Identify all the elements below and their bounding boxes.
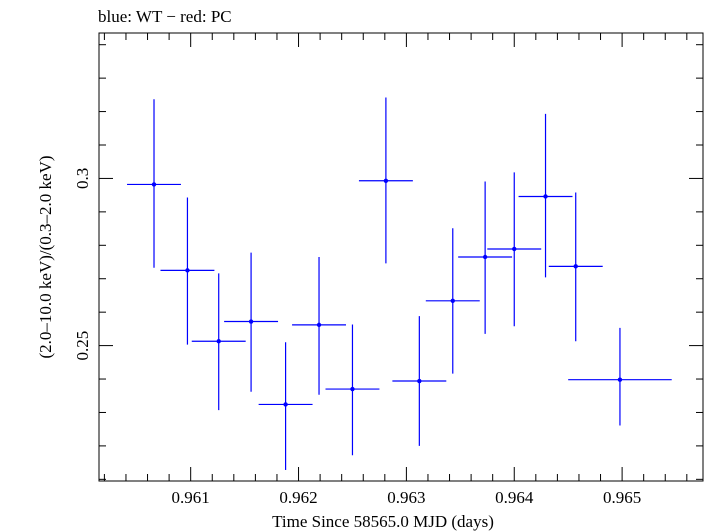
data-marker [283, 402, 288, 407]
data-marker [573, 264, 578, 269]
x-tick-label: 0.965 [603, 488, 641, 507]
data-point [487, 172, 542, 327]
data-point [191, 273, 246, 411]
data-point [518, 113, 573, 278]
data-point [160, 197, 215, 345]
data-marker [151, 182, 157, 187]
x-tick-label: 0.962 [279, 488, 317, 507]
axis-ticks [99, 33, 703, 481]
data-marker [417, 378, 422, 384]
data-marker [185, 268, 190, 273]
data-marker [216, 339, 221, 344]
data-point [458, 181, 513, 334]
chart-title: blue: WT − red: PC [98, 7, 232, 26]
y-tick-label: 0.25 [73, 331, 92, 361]
x-tick-label: 0.961 [172, 488, 210, 507]
data-marker [248, 319, 254, 324]
data-marker [316, 322, 322, 328]
data-point [258, 342, 313, 470]
data-marker [350, 386, 355, 392]
data-point [224, 252, 279, 392]
data-point [127, 99, 181, 268]
data-series [127, 97, 672, 470]
data-marker [543, 194, 548, 199]
data-point [425, 228, 480, 374]
x-tick-label: 0.963 [387, 488, 425, 507]
data-point [325, 324, 380, 456]
data-point [358, 97, 413, 264]
plot-frame [98, 32, 704, 482]
axis-tick-labels: 0.961 0.962 0.963 0.964 0.965 0.25 0.3 [73, 168, 641, 507]
data-marker [450, 298, 455, 303]
y-tick-label: 0.3 [73, 168, 92, 189]
data-marker [512, 246, 517, 252]
data-point [568, 327, 672, 426]
data-marker [383, 178, 389, 183]
x-axis-label: Time Since 58565.0 MJD (days) [272, 512, 494, 531]
y-axis-label: (2.0–10.0 keV)/(0.3–2.0 keV) [36, 155, 55, 358]
data-point [548, 192, 603, 342]
data-point [292, 257, 346, 395]
x-tick-label: 0.964 [495, 488, 534, 507]
data-marker [617, 377, 623, 382]
data-marker [482, 254, 488, 260]
data-point [392, 316, 447, 446]
